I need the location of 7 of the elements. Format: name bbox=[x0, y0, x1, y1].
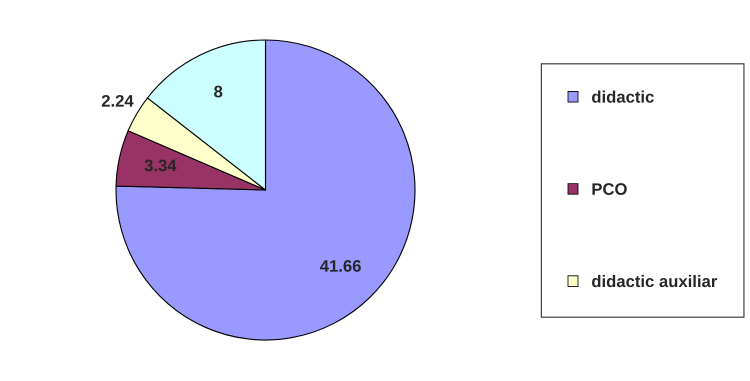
data-label: 8 bbox=[214, 86, 222, 98]
legend-label: PCO bbox=[592, 183, 627, 195]
legend-label: didactic bbox=[592, 90, 654, 103]
data-label: 2.24 bbox=[102, 94, 134, 107]
data-label: 3.34 bbox=[144, 160, 176, 172]
legend-label: didactic auxiliar bbox=[592, 274, 718, 288]
data-label: 41.66 bbox=[320, 260, 361, 272]
